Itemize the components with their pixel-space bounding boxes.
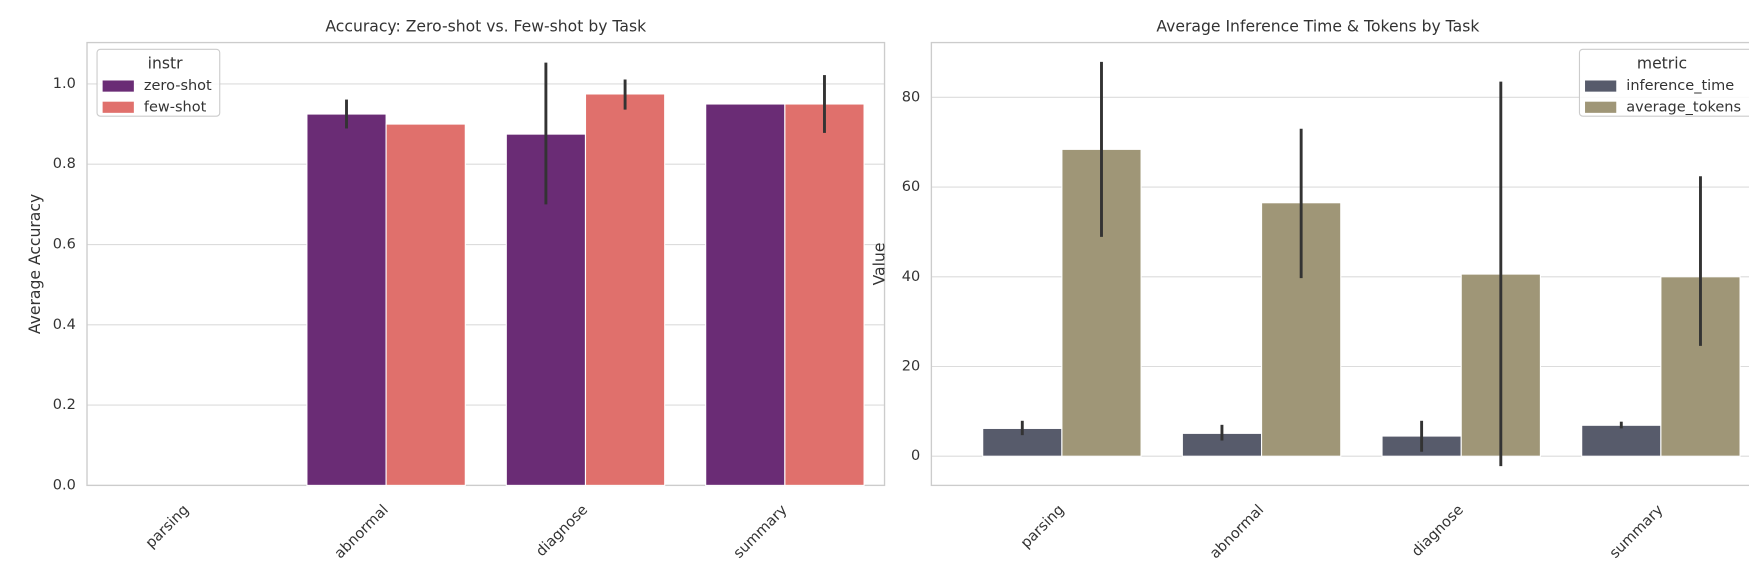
y-tick-label: 0.0	[53, 477, 76, 493]
y-tick-label: 0.6	[53, 237, 76, 253]
legend-label: inference_time	[1626, 78, 1734, 94]
y-tick-label: 1.0	[53, 76, 76, 92]
chart-title: Accuracy: Zero-shot vs. Few-shot by Task	[325, 17, 646, 35]
plot-frame	[930, 41, 1749, 487]
x-tick-label: abnormal	[1207, 502, 1267, 562]
y-axis-label: Value	[871, 243, 889, 286]
legend-title: metric	[1637, 54, 1687, 72]
legend-title: instr	[148, 54, 183, 72]
x-tick-label: abnormal	[332, 502, 392, 562]
legend-swatch	[102, 101, 134, 113]
legend-swatch	[1585, 101, 1617, 113]
x-tick-label: parsing	[1018, 502, 1068, 552]
bar	[306, 113, 387, 486]
y-tick-label: 60	[902, 179, 920, 195]
x-tick-label: diagnose	[533, 502, 591, 560]
bar	[385, 123, 466, 486]
y-tick-label: 0.4	[53, 317, 76, 333]
legend-swatch	[102, 80, 134, 92]
legend-label: average_tokens	[1626, 99, 1741, 115]
bar	[584, 93, 666, 486]
x-tick-label: summary	[1607, 502, 1667, 562]
x-tick-label: summary	[731, 502, 791, 562]
legend-label: few-shot	[144, 99, 207, 115]
legend-swatch	[1585, 80, 1617, 92]
y-tick-label: 0.8	[53, 156, 76, 172]
x-tick-label: diagnose	[1409, 502, 1467, 560]
chart: 0 20 40 60 80 Average Inference Time & Tokens…	[871, 17, 1749, 567]
x-tick-label: parsing	[143, 502, 193, 552]
x-axis-label: Task	[468, 565, 503, 567]
chart: 0.0 0.2 0.4 0.6 0.8 1.0 Accuracy: Zero-shot vs…	[26, 17, 886, 567]
bar	[1581, 424, 1662, 457]
y-tick-label: 80	[902, 89, 920, 105]
bar	[784, 103, 865, 486]
chart-title: Average Inference Time & Tokens by Task	[1156, 17, 1479, 35]
legend-box	[96, 48, 221, 117]
plot-frame	[86, 41, 886, 487]
y-tick-label: 20	[902, 358, 920, 374]
y-tick-label: 0.2	[53, 397, 76, 413]
y-axis-label: Average Accuracy	[26, 194, 44, 334]
y-tick-label: 40	[902, 269, 920, 285]
legend-box	[1578, 48, 1749, 117]
bar	[705, 103, 786, 486]
y-tick-label: 0	[911, 448, 920, 464]
legend-label: zero-shot	[144, 78, 212, 94]
x-axis-label: Task	[1344, 565, 1379, 567]
